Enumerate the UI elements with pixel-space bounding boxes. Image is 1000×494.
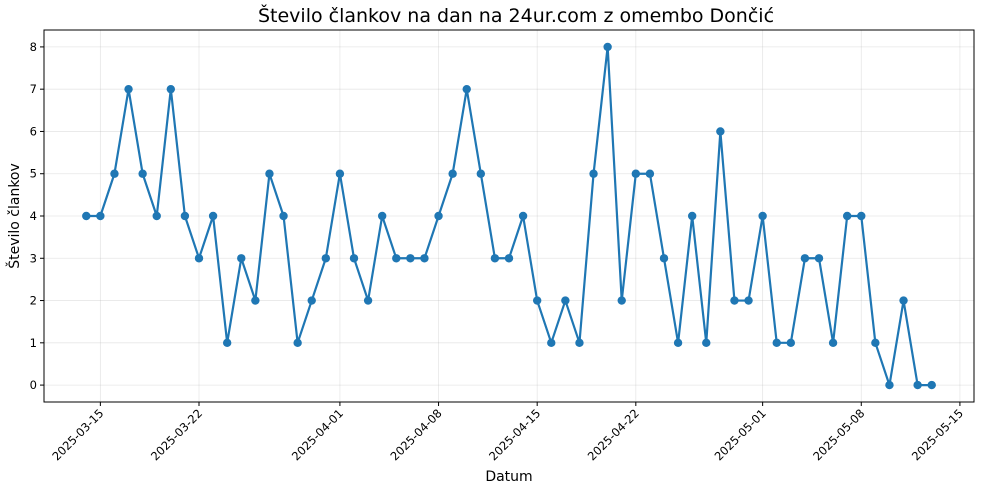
data-point — [377, 211, 387, 221]
data-point — [420, 254, 429, 263]
data-point — [913, 380, 922, 390]
data-point — [504, 254, 514, 263]
data-point — [363, 296, 373, 305]
data-point — [659, 254, 669, 263]
chart-title: Število člankov na dan na 24ur.com z ome… — [258, 3, 774, 27]
data-point — [857, 211, 866, 221]
data-point — [589, 169, 598, 178]
data-point — [716, 127, 725, 136]
y-axis: 0 1 2 3 4 5 6 7 8 — [30, 40, 44, 392]
data-point — [758, 211, 767, 221]
data-point — [772, 338, 781, 348]
data-point — [349, 254, 359, 263]
x-tick-label: 2025-05-15 — [909, 406, 966, 463]
data-point — [561, 296, 570, 305]
data-point — [702, 338, 711, 348]
data-point — [392, 254, 401, 263]
x-axis: 2025-03-15 2025-03-22 2025-04-01 2025-04-08… — [49, 402, 966, 463]
y-tick-label: 2 — [30, 294, 37, 308]
y-tick-label: 1 — [30, 336, 37, 350]
data-point — [800, 254, 810, 263]
data-point — [307, 296, 316, 305]
data-point — [194, 254, 204, 263]
data-point — [547, 338, 556, 348]
data-point — [180, 211, 190, 221]
data-point — [730, 296, 739, 305]
data-point — [293, 338, 302, 348]
data-point — [138, 169, 147, 178]
data-point — [265, 169, 274, 178]
data-point — [899, 296, 908, 305]
data-point — [871, 338, 880, 348]
y-tick-label: 5 — [30, 167, 37, 181]
data-point — [786, 338, 796, 348]
y-tick-label: 8 — [30, 40, 37, 54]
y-tick-label: 3 — [30, 251, 37, 265]
data-point — [152, 211, 161, 221]
data-point — [222, 338, 232, 348]
data-point — [828, 338, 838, 348]
data-point — [603, 42, 612, 52]
data-point — [110, 169, 119, 178]
data-point — [631, 169, 641, 178]
data-point — [462, 84, 471, 94]
data-point — [251, 296, 260, 305]
data-point — [237, 254, 246, 263]
series — [82, 42, 936, 390]
data-point — [617, 296, 626, 305]
data-point — [166, 84, 176, 94]
data-point — [96, 211, 105, 221]
x-tick-label: 2025-05-01 — [712, 406, 769, 463]
x-tick-label: 2025-04-08 — [388, 406, 445, 463]
x-tick-label: 2025-03-15 — [49, 406, 106, 463]
x-tick-label: 2025-03-22 — [148, 406, 205, 463]
data-point — [124, 84, 133, 94]
x-tick-label: 2025-04-01 — [289, 406, 346, 463]
y-tick-label: 4 — [30, 209, 37, 223]
y-tick-label: 0 — [30, 378, 37, 392]
x-axis-label: Datum — [485, 469, 532, 485]
data-point — [687, 211, 697, 221]
x-tick-label: 2025-04-22 — [585, 406, 642, 463]
data-point — [927, 380, 936, 390]
data-point — [673, 338, 683, 348]
data-point — [575, 338, 584, 348]
data-point — [490, 254, 500, 263]
data-point — [518, 211, 528, 221]
data-point — [335, 169, 345, 178]
data-point — [406, 254, 415, 263]
y-tick-label: 6 — [30, 124, 37, 138]
data-point — [448, 169, 457, 178]
data-point — [208, 211, 218, 221]
y-tick-label: 7 — [30, 82, 37, 96]
y-axis-label: Število člankov — [5, 163, 23, 269]
data-point — [279, 211, 288, 221]
data-point — [476, 169, 486, 178]
data-point — [645, 169, 655, 178]
data-point — [321, 254, 331, 263]
data-point — [434, 211, 443, 221]
data-point — [744, 296, 753, 305]
x-tick-label: 2025-05-08 — [810, 406, 867, 463]
data-point — [532, 296, 542, 305]
data-point — [82, 211, 91, 221]
data-point — [814, 254, 824, 263]
data-point — [885, 380, 894, 390]
data-point — [842, 211, 852, 221]
x-tick-label: 2025-04-15 — [486, 406, 543, 463]
